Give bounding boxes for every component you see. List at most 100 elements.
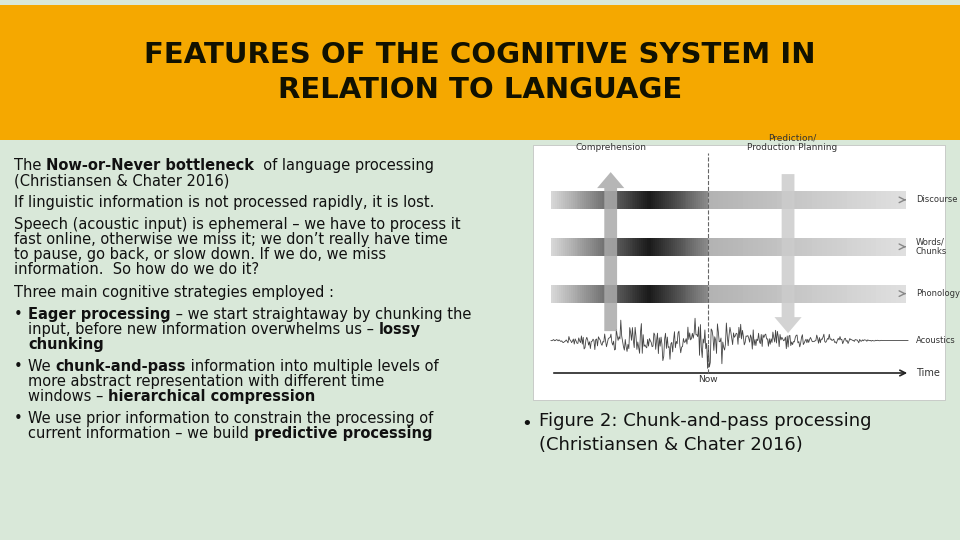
Bar [622, 238, 624, 255]
Bar [753, 191, 757, 209]
Bar [585, 191, 587, 209]
Bar [561, 285, 563, 302]
Bar [612, 285, 613, 302]
Bar [831, 285, 837, 302]
Bar [647, 191, 649, 209]
Bar [896, 285, 901, 302]
Text: – we start straightaway by chunking the: – we start straightaway by chunking the [171, 307, 471, 322]
Bar [624, 191, 626, 209]
Bar [659, 191, 660, 209]
Text: lossy: lossy [378, 322, 420, 337]
Bar [896, 191, 901, 209]
Bar [557, 285, 559, 302]
Bar [0, 5, 960, 140]
Bar [817, 238, 822, 255]
Bar [604, 238, 606, 255]
Bar [797, 238, 803, 255]
Bar [626, 285, 628, 302]
Bar [653, 285, 655, 302]
Text: windows –: windows – [28, 389, 108, 404]
Bar [778, 285, 782, 302]
Bar [641, 191, 643, 209]
Bar [852, 191, 856, 209]
Bar [634, 191, 636, 209]
Bar [555, 191, 557, 209]
Bar [613, 191, 615, 209]
Bar [663, 285, 665, 302]
Text: Words/
Chunks: Words/ Chunks [916, 238, 948, 256]
Bar [847, 238, 852, 255]
Bar [812, 238, 817, 255]
Bar [822, 238, 827, 255]
Bar [696, 191, 698, 209]
Bar [575, 191, 577, 209]
Bar [620, 191, 622, 209]
Bar [696, 285, 698, 302]
Bar [568, 238, 570, 255]
Bar [553, 285, 555, 302]
Bar [655, 191, 657, 209]
Bar [622, 285, 624, 302]
Text: fast online, otherwise we miss it; we don’t really have time: fast online, otherwise we miss it; we do… [14, 232, 447, 247]
Bar [634, 238, 636, 255]
Bar [694, 285, 696, 302]
Bar [659, 238, 660, 255]
Bar [660, 238, 663, 255]
Bar [637, 285, 639, 302]
Bar [551, 238, 553, 255]
Bar [665, 191, 667, 209]
Bar [694, 191, 696, 209]
Bar [692, 285, 694, 302]
Bar [861, 191, 867, 209]
Bar [688, 191, 690, 209]
Bar [679, 191, 681, 209]
Bar [807, 285, 812, 302]
Bar [872, 238, 876, 255]
Bar [704, 191, 707, 209]
Bar [587, 285, 588, 302]
Bar [657, 238, 659, 255]
Bar [718, 191, 723, 209]
Bar [847, 285, 852, 302]
Bar [615, 191, 617, 209]
Bar [773, 285, 778, 302]
Bar [628, 238, 630, 255]
Bar [686, 285, 688, 302]
Bar [577, 285, 579, 302]
Bar [891, 238, 896, 255]
Bar [608, 191, 610, 209]
Bar [673, 285, 675, 302]
Bar [753, 285, 757, 302]
Bar [608, 285, 610, 302]
Bar [847, 191, 852, 209]
Text: •: • [14, 359, 23, 374]
Bar [581, 238, 583, 255]
Bar [583, 285, 585, 302]
Text: information.  So how do we do it?: information. So how do we do it? [14, 262, 259, 277]
Bar [600, 238, 602, 255]
Bar [667, 191, 669, 209]
Bar [570, 285, 572, 302]
Bar [861, 285, 867, 302]
Bar [572, 285, 575, 302]
Bar [643, 191, 645, 209]
Bar [700, 285, 702, 302]
Bar [842, 238, 847, 255]
Bar [592, 285, 594, 302]
Bar [604, 191, 606, 209]
Bar [767, 191, 773, 209]
Bar [590, 238, 592, 255]
Bar [831, 191, 837, 209]
Bar [606, 238, 608, 255]
Bar [901, 191, 906, 209]
Bar [723, 191, 728, 209]
Bar [872, 285, 876, 302]
Bar [728, 191, 732, 209]
Bar [692, 191, 694, 209]
Bar [657, 191, 659, 209]
Bar [634, 285, 636, 302]
Text: (Christiansen & Chater 2016): (Christiansen & Chater 2016) [14, 173, 229, 188]
Bar [683, 238, 684, 255]
Bar [655, 238, 657, 255]
Bar [675, 191, 677, 209]
